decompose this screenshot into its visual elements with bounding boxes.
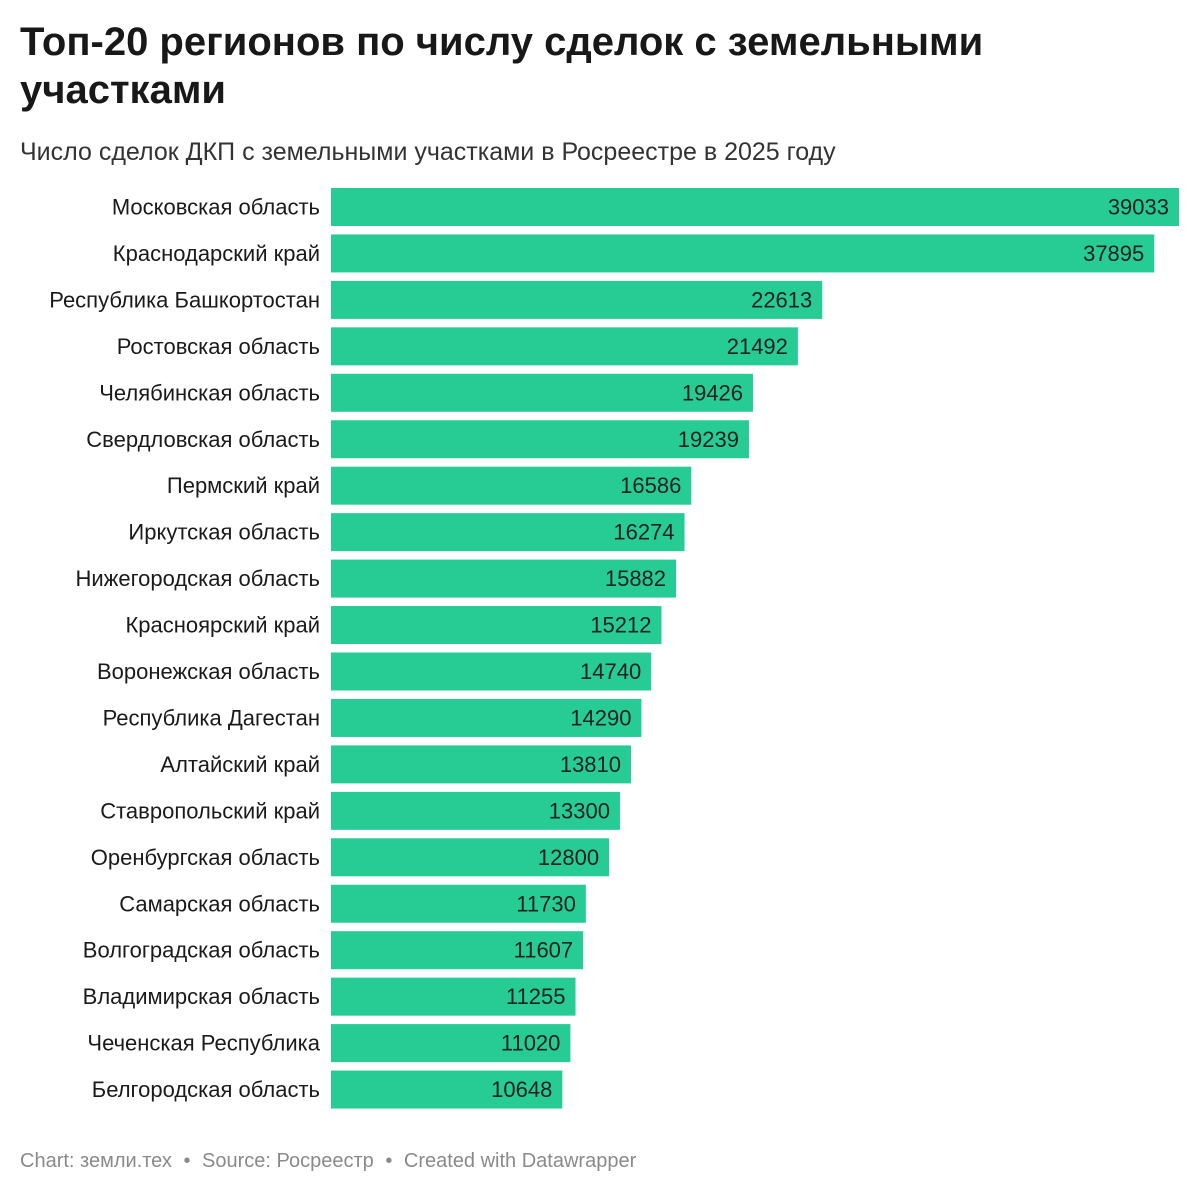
value-label: 39033: [1108, 195, 1169, 220]
category-label: Оренбургская область: [91, 845, 320, 870]
category-label: Владимирская область: [83, 984, 320, 1009]
bar: [331, 513, 685, 552]
category-label: Белгородская область: [92, 1077, 320, 1102]
value-label: 15882: [605, 566, 666, 591]
value-label: 10648: [491, 1077, 552, 1102]
footer-source-label: Source:: [202, 1150, 271, 1172]
value-label: 11020: [501, 1031, 561, 1056]
bar: [331, 373, 754, 412]
category-label: Республика Башкортостан: [49, 287, 320, 312]
value-label: 12800: [538, 845, 599, 870]
bar: [331, 1024, 571, 1063]
footer-chart-value: земли.тех: [80, 1150, 172, 1172]
bar: [331, 559, 677, 598]
bar: [331, 280, 823, 319]
category-label: Алтайский край: [160, 752, 320, 777]
bar: [331, 791, 620, 830]
category-label: Челябинская область: [99, 380, 320, 405]
category-label: Волгоградская область: [83, 938, 320, 963]
category-label: Республика Дагестан: [103, 705, 320, 730]
category-label: Красноярский край: [125, 613, 320, 638]
category-label: Ставропольский край: [100, 798, 320, 823]
value-label: 16274: [613, 520, 674, 545]
category-label: Пермский край: [167, 473, 320, 498]
chart-subtitle: Число сделок ДКП с земельными участками …: [20, 138, 836, 166]
bar: [331, 606, 662, 645]
value-label: 15212: [590, 613, 651, 638]
value-label: 22613: [751, 287, 812, 312]
bar: [331, 188, 1179, 226]
category-label: Воронежская область: [97, 659, 320, 684]
footer-separator: •: [385, 1150, 393, 1172]
bar: [331, 977, 576, 1016]
value-label: 11730: [516, 891, 576, 916]
footer-created: Created with Datawrapper: [403, 1150, 637, 1172]
value-label: 11607: [514, 938, 574, 963]
value-label: 16586: [620, 473, 681, 498]
footer-chart-label: Chart:: [20, 1150, 75, 1172]
category-label: Иркутская область: [128, 520, 320, 545]
value-label: 37895: [1083, 241, 1144, 266]
bar: [331, 698, 642, 737]
category-label: Краснодарский край: [113, 241, 320, 266]
bar: [331, 838, 610, 877]
category-label: Нижегородская область: [75, 566, 320, 591]
category-label: Московская область: [112, 195, 320, 220]
chart-title: Топ-20 регионов по числу сделок с земель…: [20, 20, 984, 112]
chart-footer: Chart: земли.тех • Source: Росреестр • C…: [20, 1148, 636, 1174]
bar: [331, 420, 749, 459]
value-label: 14290: [570, 705, 631, 730]
bar: [331, 745, 632, 784]
category-label: Свердловская область: [86, 427, 320, 452]
value-label: 19239: [678, 427, 739, 452]
value-label: 19426: [682, 380, 743, 405]
value-label: 14740: [580, 659, 641, 684]
bar: [331, 327, 798, 366]
value-label: 21492: [727, 334, 788, 359]
bar: [331, 884, 586, 923]
value-label: 13300: [549, 798, 610, 823]
bar: [331, 234, 1155, 273]
bar: [331, 652, 652, 691]
footer-source-value: Росреестр: [276, 1150, 374, 1172]
footer-separator: •: [183, 1150, 191, 1172]
bar: [331, 931, 584, 970]
category-label: Ростовская область: [117, 334, 320, 359]
value-label: 11255: [506, 984, 566, 1009]
category-label: Чеченская Республика: [87, 1031, 320, 1056]
bar: [331, 466, 692, 505]
category-label: Самарская область: [119, 891, 320, 916]
bar: [331, 1070, 563, 1109]
value-label: 13810: [560, 752, 621, 777]
